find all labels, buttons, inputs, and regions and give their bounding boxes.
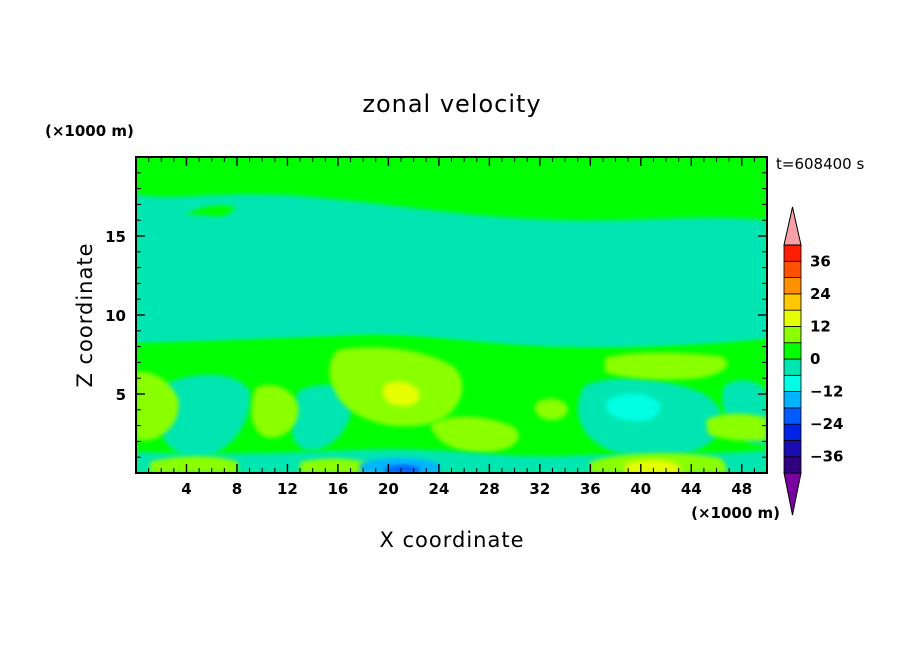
colorbar-segment <box>783 391 802 409</box>
x-tick-label: 36 <box>580 480 601 498</box>
velocity-field <box>136 157 767 473</box>
x-tick-label: 32 <box>529 480 550 498</box>
left-top-cyan <box>136 214 240 230</box>
x-axis-label: X coordinate <box>379 528 524 552</box>
colorbar-segment <box>783 326 802 344</box>
y-axis-label: Z coordinate <box>73 242 97 387</box>
yellowgreen-patch <box>534 398 568 420</box>
yellow-core-center <box>382 381 420 406</box>
colorbar: 36 24 12 0 −12 −24 −36 <box>783 206 843 516</box>
colorbar-segment <box>783 374 802 392</box>
colorbar-label: −36 <box>810 448 843 466</box>
colorbar-segment <box>783 423 802 441</box>
x-unit-label: (×1000 m) <box>691 504 780 522</box>
upper-green-band <box>136 157 767 221</box>
yellowgreen-upper-right <box>605 352 728 380</box>
yellowgreen-surface-mid <box>300 458 372 473</box>
yellowgreen-lower-center <box>430 416 519 453</box>
lower-cyan-patch-left <box>158 374 251 458</box>
colorbar-segment <box>783 342 802 360</box>
colorbar-segment <box>783 440 802 458</box>
x-tick-label: 12 <box>277 480 298 498</box>
colorbar-segment <box>783 358 802 376</box>
x-tick-label: 16 <box>327 480 348 498</box>
colorbar-segment <box>783 407 802 425</box>
colorbar-label: −12 <box>810 383 843 401</box>
y-unit-label: (×1000 m) <box>45 122 134 140</box>
cyan-min-right <box>605 393 661 422</box>
x-tick-label: 48 <box>731 480 752 498</box>
colorbar-extension-min <box>783 472 802 516</box>
x-tick-label: 28 <box>479 480 500 498</box>
x-tick-label: 24 <box>428 480 449 498</box>
colorbar-segment <box>783 309 802 327</box>
yellowgreen-surface-left <box>150 456 238 473</box>
x-tick-label: 8 <box>232 480 242 498</box>
time-label: t=608400 s <box>776 155 864 173</box>
x-tick-label: 4 <box>181 480 191 498</box>
x-tick-label: 20 <box>378 480 399 498</box>
colorbar-label: 36 <box>810 252 831 270</box>
colorbar-segment <box>783 456 802 474</box>
chart-title: zonal velocity <box>362 90 541 118</box>
blue-core-surface <box>385 465 420 473</box>
colorbar-segment <box>783 293 802 311</box>
y-tick-label: 15 <box>105 228 126 246</box>
y-ticks: 5 10 15 <box>105 172 767 458</box>
yellowgreen-left-center <box>251 384 299 438</box>
colorbar-segment <box>783 244 802 262</box>
yellowgreen-lower-right <box>706 413 767 441</box>
colorbar-label: −24 <box>810 415 843 433</box>
colorbar-extension-max <box>783 206 802 246</box>
y-tick-label: 10 <box>105 307 126 325</box>
yellowgreen-left <box>136 371 179 440</box>
y-tick-label: 5 <box>116 386 126 404</box>
middle-upper-cyan <box>136 293 767 337</box>
colorbar-label: 0 <box>810 350 820 368</box>
x-tick-label: 40 <box>630 480 651 498</box>
lower-cyan-patch-center <box>291 384 353 451</box>
colorbar-segment <box>783 260 802 278</box>
colorbar-label: 12 <box>810 317 831 335</box>
colorbar-label: 24 <box>810 285 831 303</box>
colorbar-segment <box>783 277 802 295</box>
x-tick-label: 44 <box>681 480 702 498</box>
x-ticks: 4 8 12 16 20 24 28 32 36 40 44 48 <box>148 157 755 498</box>
